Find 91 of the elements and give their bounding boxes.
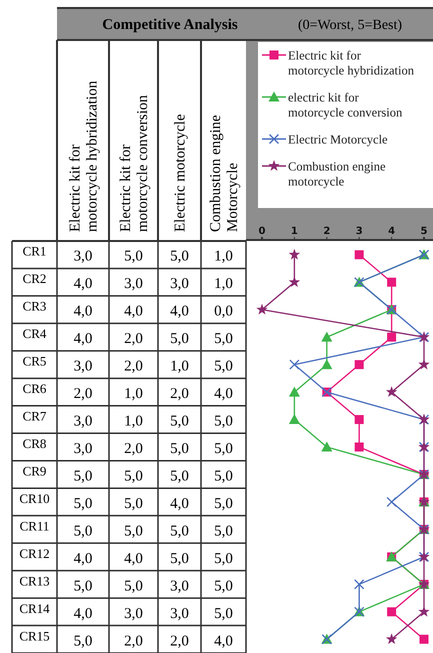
data-label: 4,0 — [74, 331, 92, 348]
data-label: 1,0 — [214, 276, 233, 292]
x2-tick-label: 4 — [388, 226, 396, 237]
data-label: 4,0 — [214, 386, 233, 402]
data-label: 3,0 — [74, 248, 92, 265]
data-label: 5,0 — [214, 468, 233, 484]
y-tick-label: CR10 — [19, 490, 50, 506]
data-label: 4,0 — [74, 606, 92, 622]
data-label: 3,0 — [170, 276, 189, 292]
data-label: 5,0 — [170, 248, 189, 265]
data-label: 2,0 — [170, 386, 189, 402]
legend-label: Electric kit for motorcycle hybridization — [288, 48, 415, 78]
data-label: 5,0 — [170, 523, 189, 540]
y-tick-label: CR14 — [19, 600, 50, 616]
data-label: 5,0 — [214, 550, 233, 567]
data-label: 5,0 — [214, 414, 233, 430]
y-tick-label: CR13 — [19, 573, 50, 588]
data-label: 5,0 — [124, 523, 143, 540]
data-label: 5,0 — [170, 550, 189, 567]
y-tick-label: CR11 — [20, 518, 50, 534]
y-tick-label: CR2 — [22, 271, 46, 286]
data-label: 1,0 — [170, 358, 189, 375]
data-label: 5,0 — [214, 523, 233, 540]
data-label: 5,0 — [170, 414, 189, 430]
data-label: 5,0 — [214, 331, 233, 348]
text: Combustion engine Motorcycle — [208, 114, 241, 232]
data-label: 2,0 — [170, 633, 189, 650]
data-label: 2,0 — [124, 441, 143, 457]
y-tick-label: CR12 — [19, 546, 50, 561]
data-label: 4,0 — [74, 550, 92, 567]
y-tick-label: CR4 — [22, 326, 47, 342]
x2-tick-label: 0 — [258, 226, 266, 237]
data-label: 5,0 — [74, 496, 92, 512]
data-label: 4,0 — [214, 633, 233, 650]
data-label: 5,0 — [124, 248, 143, 265]
x2-tick-label: 5 — [420, 226, 428, 237]
x2-tick-label: 1 — [290, 226, 298, 237]
legend-label: electric kit for motorcycle conversion — [288, 90, 403, 120]
x2-tick-label: 2 — [323, 226, 330, 237]
data-label: 0,0 — [214, 304, 233, 320]
data-label: 3,0 — [74, 414, 92, 430]
data-label: 5,0 — [124, 468, 143, 484]
data-label: 3,0 — [170, 578, 189, 594]
data-label: 3,0 — [124, 276, 143, 292]
legend-label: Electric Motorcycle — [288, 132, 388, 146]
y-tick-label: CR5 — [22, 354, 46, 369]
data-label: 5,0 — [170, 441, 189, 457]
data-label: 1,0 — [214, 248, 233, 265]
text: Electric kit for motorcycle hybridization — [68, 80, 100, 232]
data-label: 2,0 — [124, 358, 143, 375]
y-tick-label: CR9 — [22, 463, 46, 478]
data-label: 5,0 — [170, 468, 189, 484]
data-label: 5,0 — [74, 468, 92, 484]
data-label: 3,0 — [170, 606, 189, 622]
data-label: 1,0 — [124, 414, 143, 430]
data-label: 5,0 — [214, 358, 233, 375]
y-tick-label: CR7 — [22, 408, 47, 424]
data-label: 5,0 — [74, 633, 92, 650]
y-tick-label: CR8 — [22, 436, 46, 451]
data-label: 5,0 — [170, 331, 189, 348]
y-tick-label: CR1 — [22, 244, 46, 259]
data-label: 5,0 — [214, 496, 233, 512]
y-tick-label: CR3 — [22, 298, 46, 314]
data-label: 5,0 — [124, 496, 143, 512]
data-label: 4,0 — [74, 304, 92, 320]
data-label: 5,0 — [214, 441, 233, 457]
data-label: 4,0 — [170, 496, 189, 512]
y-tick-label: CR15 — [19, 628, 50, 644]
data-label: 5,0 — [74, 523, 92, 540]
y-tick-label: CR6 — [22, 381, 47, 396]
data-label: 1,0 — [124, 386, 143, 402]
data-label: 4,0 — [74, 276, 92, 292]
text: Electric motorcycle — [172, 114, 188, 232]
data-label: 4,0 — [124, 550, 143, 567]
data-label: 2,0 — [124, 331, 143, 348]
data-label: 5,0 — [214, 606, 233, 622]
data-label: 5,0 — [124, 578, 143, 594]
data-label: 5,0 — [214, 578, 233, 594]
x2-tick-label: 3 — [356, 226, 363, 237]
chart-title: Competitive Analysis — [102, 17, 238, 33]
text: Electric kit for motorcycle conversion — [118, 94, 151, 232]
data-label: 5,0 — [74, 578, 92, 594]
data-label: 4,0 — [124, 304, 143, 320]
data-label: 4,0 — [170, 304, 189, 320]
chart-subtitle: (0=Worst, 5=Best) — [298, 18, 402, 33]
data-label: 3,0 — [124, 606, 143, 622]
data-label: 2,0 — [124, 633, 143, 650]
legend-label: Combustion engine motorcycle — [288, 160, 386, 188]
data-label: 3,0 — [74, 358, 92, 375]
data-label: 3,0 — [74, 441, 92, 457]
data-label: 2,0 — [74, 386, 92, 402]
